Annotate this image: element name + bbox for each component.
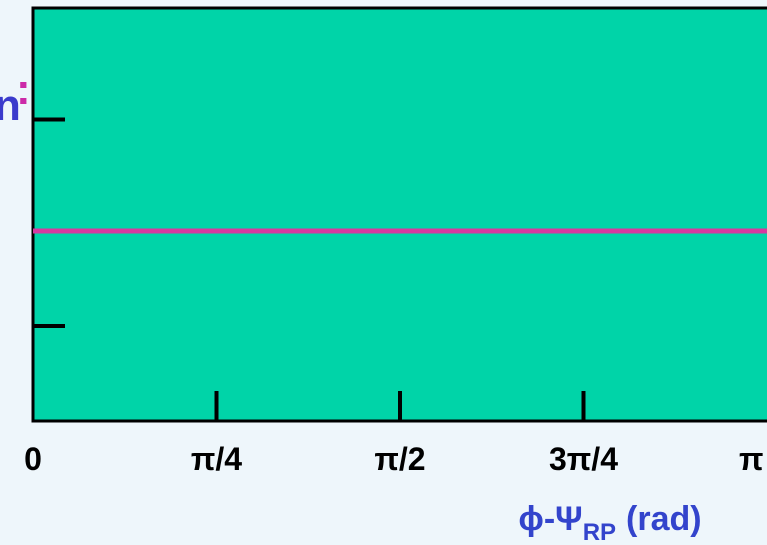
x-tick-label: π/2: [374, 441, 425, 477]
annotation: n: [0, 81, 21, 130]
x-tick-label: π: [739, 441, 764, 477]
x-axis-label-sub: RP: [583, 519, 616, 545]
x-tick-label: π/4: [191, 441, 242, 477]
x-tick-label: 0: [24, 441, 42, 477]
x-tick-label: 3π/4: [549, 441, 618, 477]
plot-area: [31, 6, 767, 423]
x-axis-label-suffix: (rad): [626, 500, 702, 538]
x-axis-label: ϕ-ΨRP (rad): [518, 500, 701, 545]
x-axis-label-main: ϕ-Ψ: [518, 500, 582, 538]
annotation: :: [16, 65, 31, 114]
